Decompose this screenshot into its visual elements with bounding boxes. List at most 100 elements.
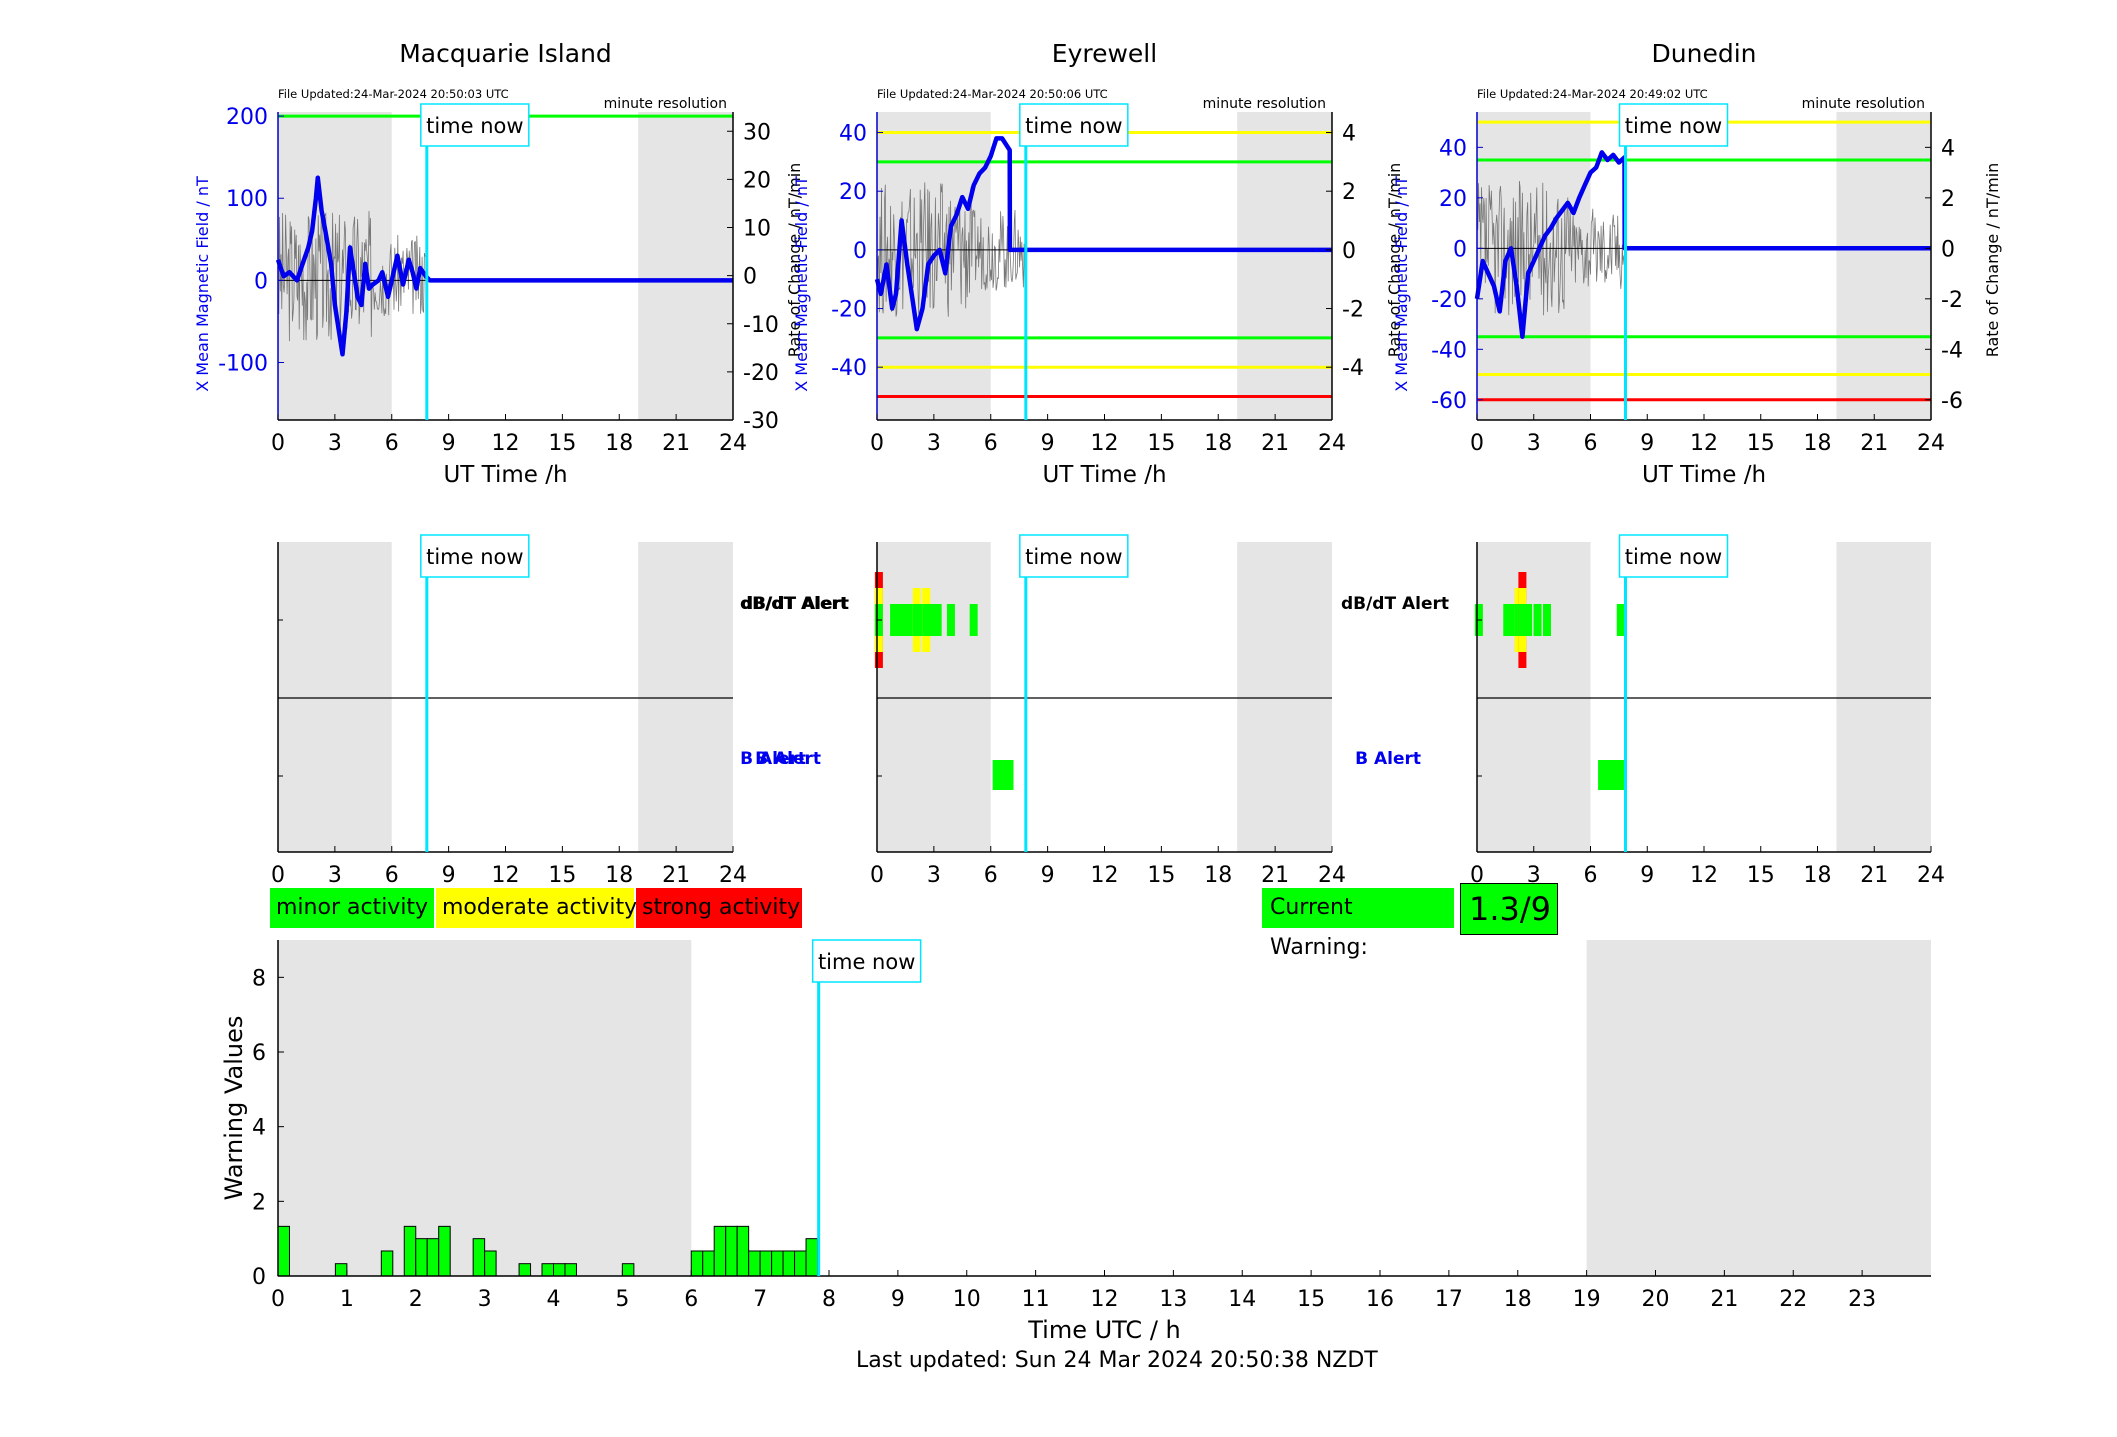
alert-panel-2-dbdt-minor-6 [1533, 604, 1542, 636]
alert-panel-1-shade-0 [877, 542, 991, 852]
warning-chart-xtick-label-3: 3 [478, 1287, 492, 1312]
field-panel-2-xtick-label-0: 0 [1470, 431, 1484, 456]
warning-chart-xtick-label-12: 12 [1091, 1287, 1119, 1312]
field-panel-2-ylabel-left: X Mean Magnetic Field / nT [1392, 176, 1411, 392]
field-panel-0-ytickL-label-0: -100 [218, 352, 268, 377]
alert-panel-1-dbdt-minor-1 [890, 604, 899, 636]
field-panel-2-field-series [1474, 150, 1931, 339]
field-panel-2-time-now-label: time now [1625, 114, 1722, 138]
field-panel-2-resolution: minute resolution [1802, 96, 1925, 112]
current-warning-label: Current Warning: [1262, 888, 1454, 960]
last-updated-footer: Last updated: Sun 24 Mar 2024 20:50:38 N… [856, 1348, 1378, 1373]
alert-panel-1-dbdt-minor-5 [916, 604, 925, 636]
alert-panel-2-shade-1 [1836, 542, 1931, 852]
field-panel-0-field-series [275, 175, 733, 357]
alert-panel-2-dbdt-minor-4 [1518, 604, 1527, 636]
alert-panel-2-xtick-label-2: 6 [1584, 863, 1598, 888]
field-panel-0-xtick-label-2: 6 [385, 431, 399, 456]
field-panel-2-file-updated: File Updated:24-Mar-2024 20:49:02 UTC [1477, 87, 1708, 101]
legend-strong-label: strong activity [642, 895, 801, 920]
alert-panel-0-xtick-label-8: 24 [719, 863, 747, 888]
field-panel-0-ylabel-left: X Mean Magnetic Field / nT [193, 176, 212, 392]
field-panel-0-ytickR-label-6: 30 [743, 120, 771, 145]
warning-chart-xtick-label-15: 15 [1297, 1287, 1325, 1312]
warning-chart-xtick-label-21: 21 [1710, 1287, 1738, 1312]
field-panel-0-time-now-label: time now [426, 114, 523, 138]
warning-chart-xtick-label-18: 18 [1504, 1287, 1532, 1312]
field-panel-0-xtick-label-6: 18 [605, 431, 633, 456]
field-panel-1-xtick-label-2: 6 [984, 431, 998, 456]
alert-panel-1-xtick-label-6: 18 [1204, 863, 1232, 888]
current-warning-value: 1.3/9 [1460, 883, 1558, 935]
warning-chart-bar-0 [277, 1225, 290, 1277]
alert-panel-2-dbdt-minor-1 [1503, 604, 1512, 636]
field-panel-1-xtick-label-5: 15 [1147, 431, 1175, 456]
field-panel-1-xtick-label-6: 18 [1204, 431, 1232, 456]
field-panel-1-ytickR-label-1: -2 [1342, 298, 1364, 323]
alert-panel-0-time-now-label: time now [426, 545, 523, 569]
alert-panel-2-xtick-label-8: 24 [1917, 863, 1945, 888]
alert-panel-1-xtick-label-4: 12 [1091, 863, 1119, 888]
field-panel-1-xlabel: UT Time /h [1042, 462, 1166, 488]
field-panel-2-xtick-label-3: 9 [1640, 431, 1654, 456]
field-panel-1-ytickR-label-4: 4 [1342, 122, 1356, 147]
field-panel-1-xtick-label-4: 12 [1091, 431, 1119, 456]
field-panel-1-xtick-label-8: 24 [1318, 431, 1346, 456]
warning-chart-bar-8 [484, 1250, 497, 1277]
field-panel-0-ytickR-label-1: -20 [743, 361, 779, 386]
alert-panel-2-xtick-label-5: 15 [1747, 863, 1775, 888]
alert-panel-1-dbdt-minor-7 [927, 604, 936, 636]
field-panel-1-xtick-label-7: 21 [1261, 431, 1289, 456]
alert-panel-2-time-now-label: time now [1625, 545, 1722, 569]
warning-chart-xtick-label-6: 6 [684, 1287, 698, 1312]
field-panel-0-ytickR-label-5: 20 [743, 168, 771, 193]
legend-minor-label: minor activity [276, 895, 429, 920]
warning-chart-bar-14 [690, 1250, 704, 1277]
field-panel-0-xtick-label-4: 12 [492, 431, 520, 456]
field-panel-1-ytickL-label-3: 20 [839, 180, 867, 205]
field-panel-0-shade-0 [278, 112, 392, 420]
field-panel-2-ytickL-label-0: -60 [1431, 389, 1467, 414]
alert-panel-1-xtick-label-2: 6 [984, 863, 998, 888]
field-panel-1-ytickL-label-0: -40 [831, 356, 867, 381]
field-panel-0-ytickR-label-4: 10 [743, 217, 771, 242]
legend-moderate-activity: moderate activity [436, 888, 637, 928]
warning-chart-xtick-label-0: 0 [271, 1287, 285, 1312]
warning-chart-xtick-label-17: 17 [1435, 1287, 1463, 1312]
field-panel-2-ytickR-label-2: -2 [1941, 288, 1963, 313]
field-panel-0-title: Macquarie Island [399, 39, 612, 68]
field-panel-2-xlabel: UT Time /h [1642, 462, 1766, 488]
alert-panel-1-time-now-box [1019, 534, 1129, 578]
warning-chart-xtick-label-19: 19 [1573, 1287, 1601, 1312]
alert-panel-2-xtick-label-4: 12 [1690, 863, 1718, 888]
field-panel-0-resolution: minute resolution [604, 96, 727, 112]
alert-panel-2-xtick-label-7: 21 [1860, 863, 1888, 888]
field-panel-0-xtick-label-7: 21 [662, 431, 690, 456]
alert-panel-0-label-dbdt: dB/dT Alert [740, 594, 848, 614]
field-panel-2-ytickL-label-3: 0 [1453, 237, 1467, 262]
field-panel-1-resolution: minute resolution [1203, 96, 1326, 112]
warning-chart-xtick-label-22: 22 [1779, 1287, 1807, 1312]
alert-panel-1-xtick-label-5: 15 [1147, 863, 1175, 888]
alert-panel-1-xtick-label-0: 0 [870, 863, 884, 888]
warning-chart-shade-0 [278, 940, 692, 1276]
warning-chart-bar-2 [380, 1250, 394, 1277]
field-panel-2-ytickR-label-5: 4 [1941, 136, 1955, 161]
alert-panel-2-label-dbdt: dB/dT Alert [1341, 594, 1449, 614]
alert-panel-0-xtick-label-1: 3 [328, 863, 342, 888]
field-panel-0-ytickL-label-3: 200 [226, 105, 268, 130]
alert-panel-2-xtick-label-0: 0 [1470, 863, 1484, 888]
warning-chart-xtick-label-2: 2 [409, 1287, 423, 1312]
field-panel-2-title: Dunedin [1652, 39, 1757, 68]
warning-chart-xtick-label-9: 9 [891, 1287, 905, 1312]
alert-panel-1-b-event-0 [992, 760, 1014, 790]
alert-panel-2-shade-0 [1477, 542, 1591, 852]
warning-chart-time-now-box [811, 939, 922, 983]
alert-panel-1-shade-1 [1237, 542, 1332, 852]
warning-chart-bar-19 [748, 1250, 761, 1277]
field-panel-0-xtick-label-3: 9 [442, 431, 456, 456]
field-panel-0-ytickR-label-3: 0 [743, 265, 757, 290]
field-panel-0-ytickL-label-1: 0 [254, 269, 268, 294]
field-panel-2-ytickL-label-1: -40 [1431, 338, 1467, 363]
